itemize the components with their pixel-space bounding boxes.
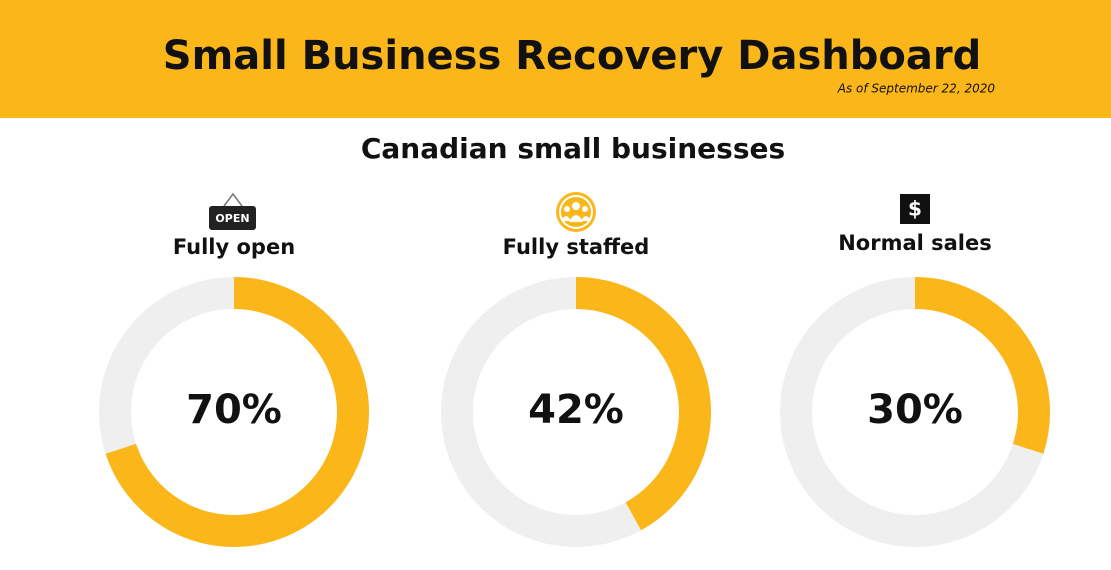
section-title: Canadian small businesses xyxy=(361,132,785,165)
donut-arc xyxy=(914,277,1050,454)
donut-value-label: 42% xyxy=(528,387,624,433)
dollar-icon: $ xyxy=(900,194,930,224)
donut-value-label: 70% xyxy=(186,387,282,433)
donut-title: Normal sales xyxy=(838,231,992,255)
subtitle: As of September 22, 2020 xyxy=(837,82,996,96)
donut-arc xyxy=(575,277,711,531)
header-band xyxy=(0,0,1111,118)
donut-title: Fully open xyxy=(173,235,295,259)
donut-arc xyxy=(105,277,369,547)
donut-title: Fully staffed xyxy=(503,235,650,259)
open-sign-icon: OPEN xyxy=(209,192,256,230)
title: Small Business Recovery Dashboard xyxy=(163,33,981,79)
staff-icon xyxy=(556,192,596,232)
icon-label: $ xyxy=(908,197,922,221)
donut-value-label: 30% xyxy=(867,387,963,433)
icon-label: OPEN xyxy=(215,212,249,225)
